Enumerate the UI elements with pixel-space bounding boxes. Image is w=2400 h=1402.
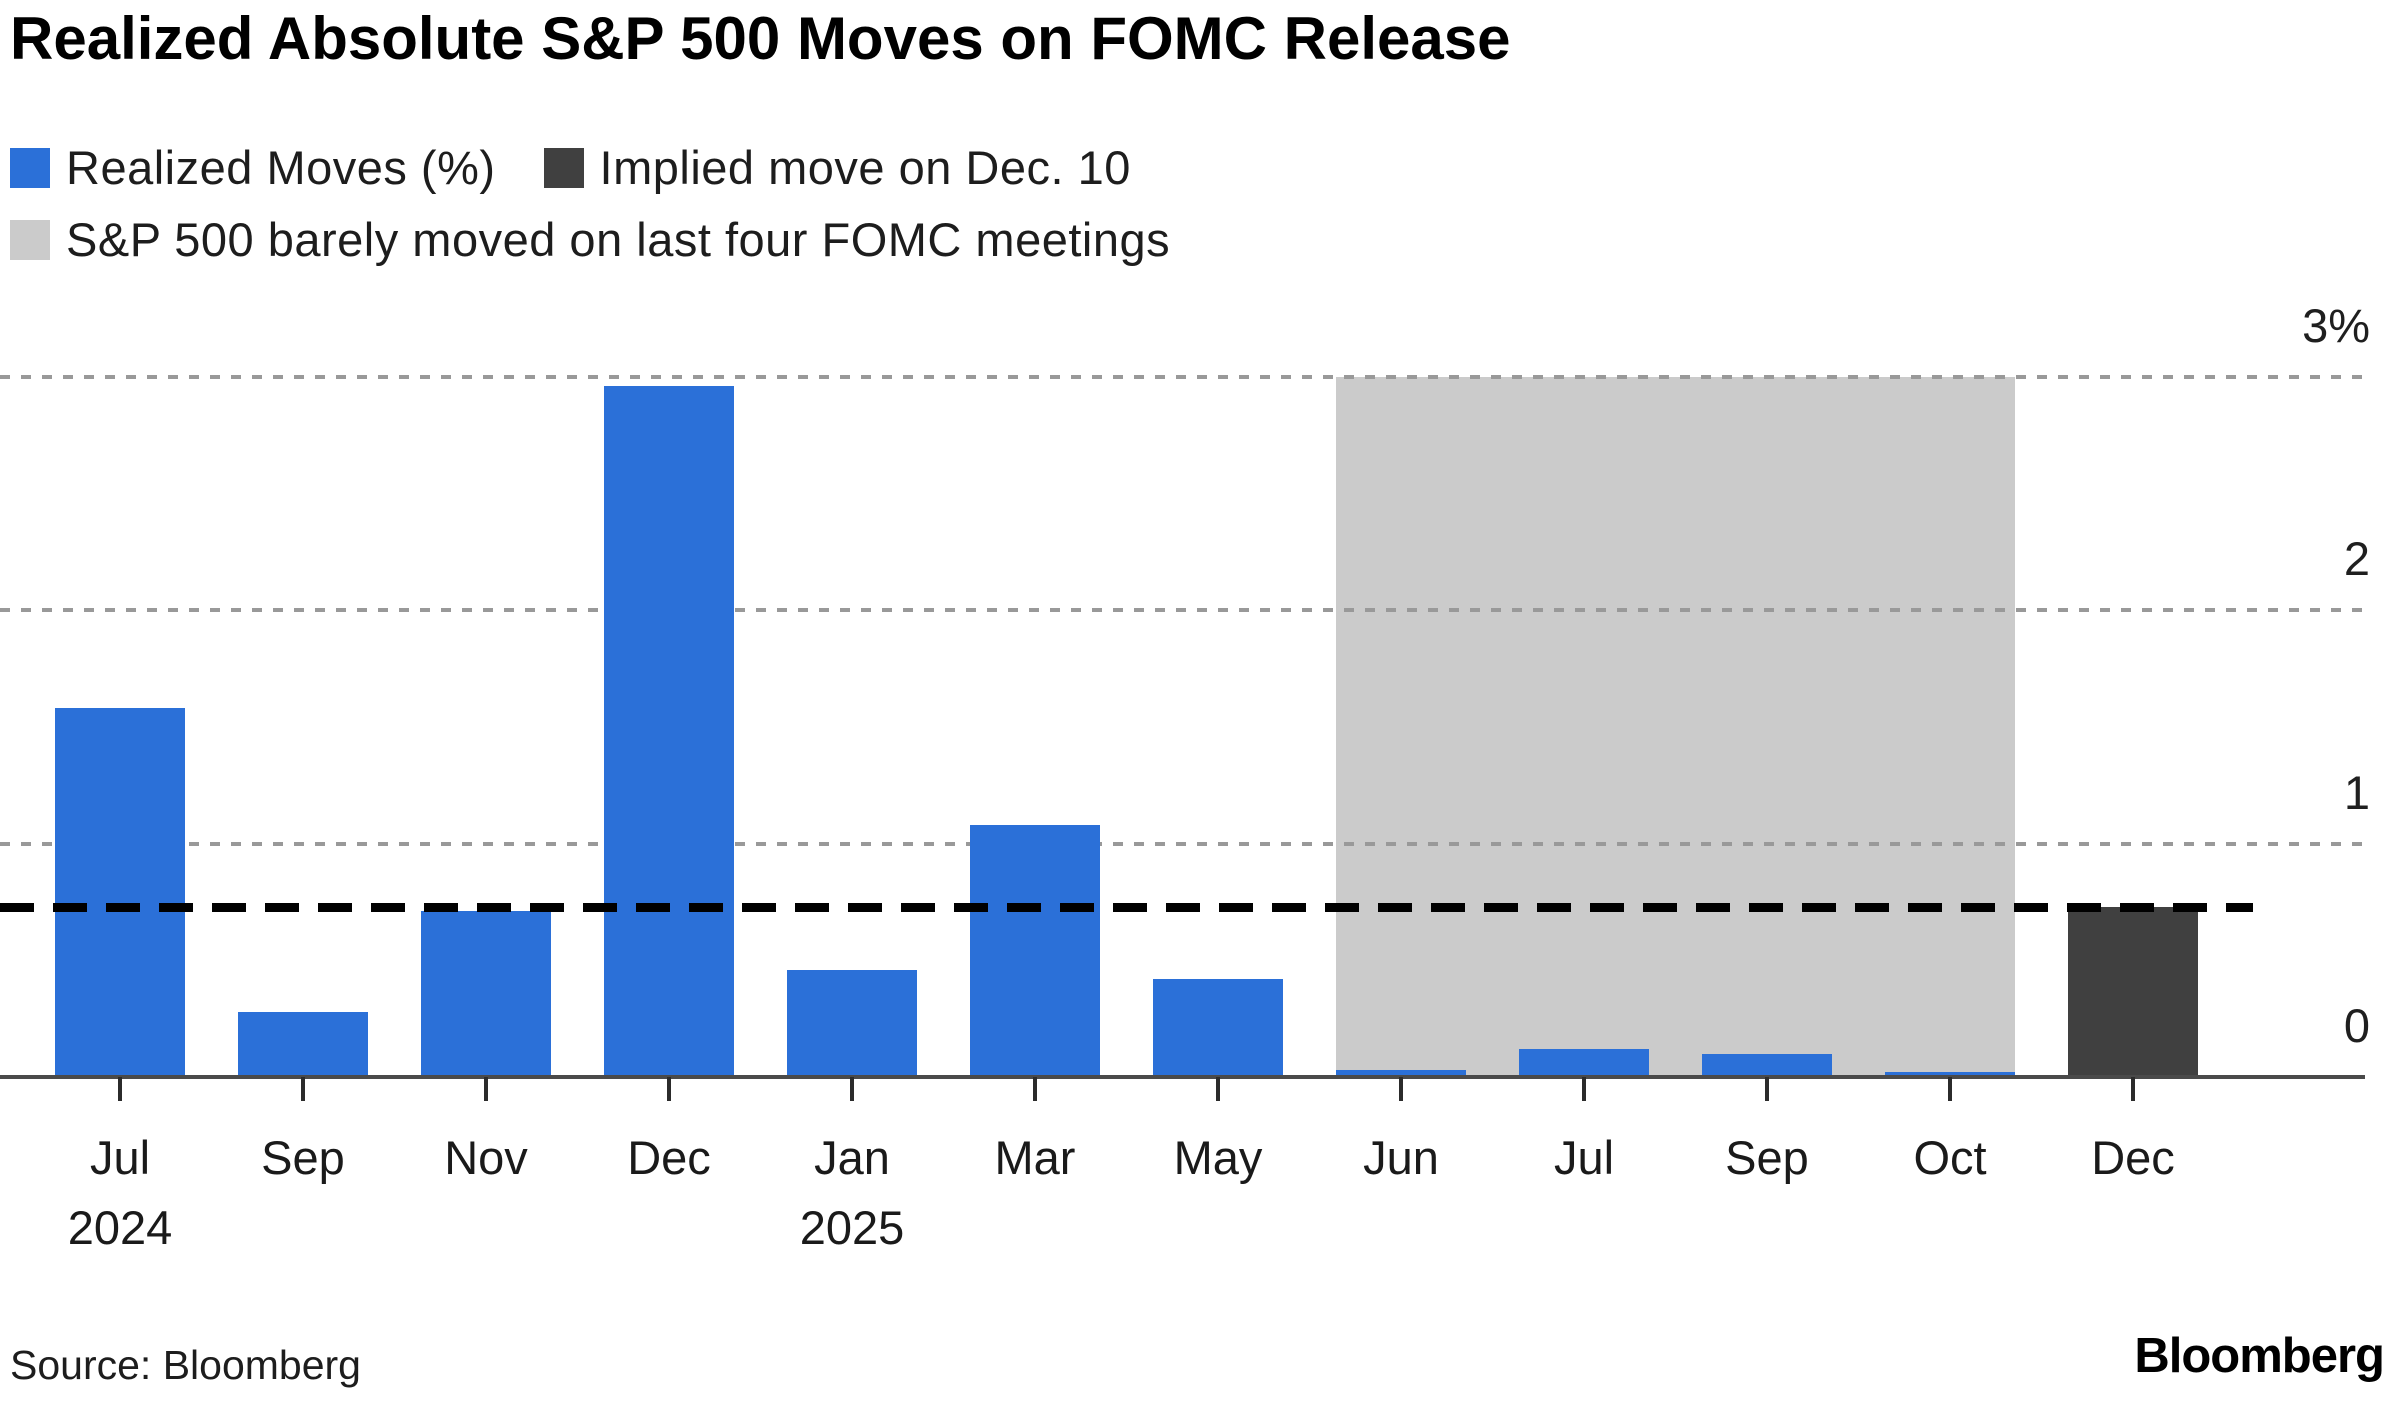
bar-realized-move xyxy=(970,825,1100,1077)
axis-tick xyxy=(301,1077,305,1101)
highlight-band xyxy=(1336,377,2015,1077)
x-tick-label: Mar xyxy=(994,1131,1076,1184)
bar-realized-move xyxy=(1519,1049,1649,1077)
source-label: Source: Bloomberg xyxy=(10,1342,361,1388)
bar-realized-move xyxy=(787,969,917,1077)
x-tick-label: May xyxy=(1173,1131,1263,1184)
y-tick-label: 1 xyxy=(2343,765,2370,819)
bar-realized-move xyxy=(421,911,551,1077)
x-tick-label: Jul xyxy=(89,1131,151,1184)
y-tick-label: 0 xyxy=(2343,999,2370,1052)
axis-tick xyxy=(850,1077,854,1101)
bar-implied-move xyxy=(2068,906,2198,1077)
legend-swatch-icon xyxy=(10,147,50,188)
x-tick-label: Jul xyxy=(1553,1131,1615,1184)
x-tick-sublabel: 2025 xyxy=(799,1201,905,1254)
bloomberg-logo: Bloomberg xyxy=(2134,1329,2385,1383)
legend-item: S&P 500 barely moved on last four FOMC m… xyxy=(10,212,1170,267)
x-tick-sublabel: 2024 xyxy=(67,1201,173,1254)
axis-tick xyxy=(1216,1077,1220,1101)
axis-tick xyxy=(1399,1077,1403,1101)
axis-tick xyxy=(1765,1077,1769,1101)
legend-row: S&P 500 barely moved on last four FOMC m… xyxy=(10,212,1170,267)
gridline xyxy=(0,841,2365,846)
page-title: Realized Absolute S&P 500 Moves on FOMC … xyxy=(10,5,1511,72)
legend-label: Realized Moves (%) xyxy=(66,141,496,194)
legend-item: Realized Moves (%) xyxy=(10,140,496,195)
x-tick-label: Jan xyxy=(814,1131,890,1184)
x-axis-line xyxy=(0,1075,2365,1079)
axis-tick xyxy=(484,1077,488,1101)
x-tick-label: Dec xyxy=(627,1131,711,1184)
x-tick-label: Dec xyxy=(2091,1131,2175,1184)
axis-tick xyxy=(667,1077,671,1101)
x-tick-label: Sep xyxy=(1725,1131,1809,1184)
axis-tick xyxy=(1582,1077,1586,1101)
bar-realized-move xyxy=(1153,979,1283,1077)
x-tick-label: Sep xyxy=(261,1131,345,1184)
bar-realized-move xyxy=(55,708,185,1077)
legend-row: Realized Moves (%) Implied move on Dec. 1… xyxy=(10,140,1131,195)
x-tick-label: Nov xyxy=(444,1131,528,1184)
bar-realized-move xyxy=(238,1011,368,1077)
x-tick-label: Jun xyxy=(1363,1131,1439,1184)
axis-tick xyxy=(1033,1077,1037,1101)
legend-swatch-icon xyxy=(10,219,50,260)
axis-tick xyxy=(2131,1077,2135,1101)
bar-realized-move xyxy=(604,386,734,1077)
bar-realized-move xyxy=(1702,1053,1832,1077)
x-tick-label: Oct xyxy=(1913,1131,1987,1184)
legend-swatch-icon xyxy=(543,147,584,188)
bar-realized-move xyxy=(1885,1072,2015,1077)
gridline xyxy=(0,608,2365,613)
legend-label: S&P 500 barely moved on last four FOMC m… xyxy=(66,213,1171,266)
bar-realized-move xyxy=(1336,1070,1466,1077)
axis-tick xyxy=(1948,1077,1952,1101)
y-tick-label: 3% xyxy=(2302,299,2370,352)
legend-item: Implied move on Dec. 10 xyxy=(543,140,1131,195)
reference-dashed-line xyxy=(0,902,2253,912)
gridline xyxy=(0,375,2365,379)
legend-label: Implied move on Dec. 10 xyxy=(599,141,1131,194)
y-tick-label: 2 xyxy=(2343,532,2370,586)
axis-tick xyxy=(118,1077,122,1101)
